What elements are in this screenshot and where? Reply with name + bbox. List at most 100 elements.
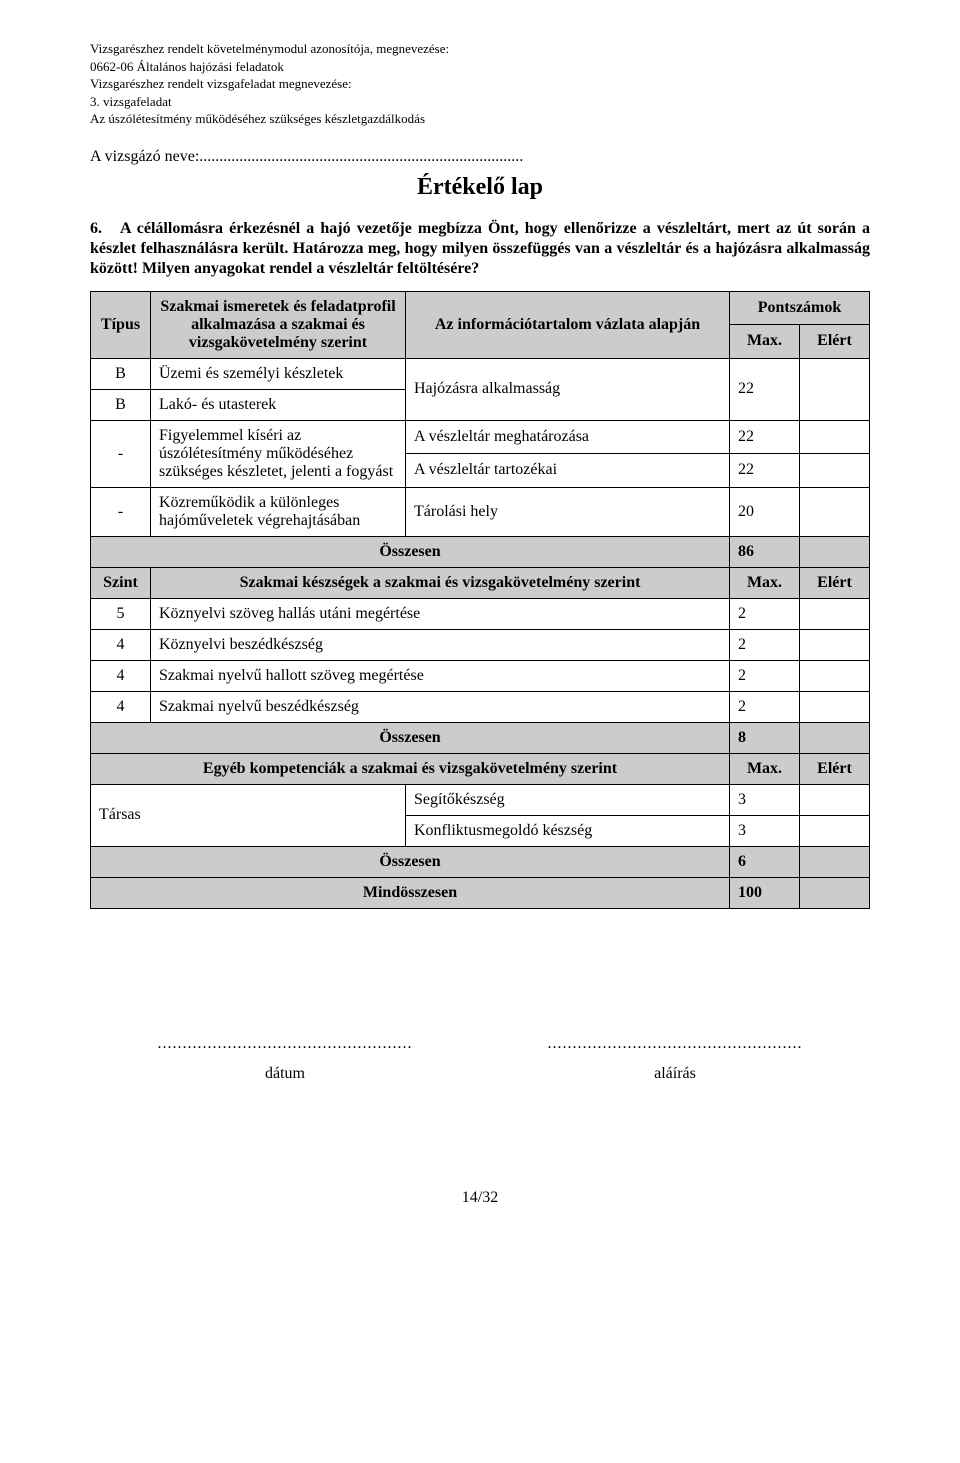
table-header-row: Típus Szakmai ismeretek és feladatprofil… [91, 291, 870, 325]
cell-elert [800, 815, 870, 846]
cell-max: 22 [730, 454, 800, 488]
cell-sum-val: 86 [730, 536, 800, 567]
cell-skill: Szakmai nyelvű hallott szöveg megértése [151, 660, 730, 691]
cell-max: 2 [730, 660, 800, 691]
header-line: 0662-06 Általános hajózási feladatok [90, 58, 870, 76]
examinee-dots: ........................................… [199, 148, 523, 165]
header-line: Vizsgarészhez rendelt vizsgafeladat megn… [90, 75, 870, 93]
examinee-line: A vizsgázó neve:........................… [90, 148, 870, 166]
cell-sum-label: Összesen [91, 536, 730, 567]
th-skill: Szakmai készségek a szakmai és vizsgaköv… [151, 567, 730, 598]
cell-type: - [91, 487, 151, 536]
th-type: Típus [91, 291, 151, 358]
cell-sum-label: Összesen [91, 846, 730, 877]
table-row: 4 Köznyelvi beszédkészség 2 [91, 629, 870, 660]
cell-info: Tárolási hely [406, 487, 730, 536]
question-block: 6.A célállomásra érkezésnél a hajó vezet… [90, 219, 870, 279]
header-line: Az úszólétesítmény működéséhez szükséges… [90, 110, 870, 128]
date-label: dátum [90, 1059, 480, 1089]
cell-elert [800, 358, 870, 420]
table-row: 4 Szakmai nyelvű beszédkészség 2 [91, 691, 870, 722]
signature-block: ........................................… [90, 1029, 870, 1089]
cell-elert [800, 660, 870, 691]
table-row: 5 Köznyelvi szöveg hallás utáni megértés… [91, 598, 870, 629]
cell-level: 5 [91, 598, 151, 629]
table-sum-row: Összesen 86 [91, 536, 870, 567]
cell-sum-val: 8 [730, 722, 800, 753]
th-max: Max. [730, 753, 800, 784]
cell-skill: Köznyelvi beszédkészség [151, 629, 730, 660]
cell-elert [800, 454, 870, 488]
cell-level: 4 [91, 691, 151, 722]
examinee-label: A vizsgázó neve: [90, 148, 199, 165]
cell-info: A vészleltár tartozékai [406, 454, 730, 488]
table-row: - Közreműködik a különleges hajóművelete… [91, 487, 870, 536]
module-header: Vizsgarészhez rendelt követelménymodul a… [90, 40, 870, 128]
table-header-row: Egyéb kompetenciák a szakmai és vizsgakö… [91, 753, 870, 784]
cell-sum-label: Összesen [91, 722, 730, 753]
question-number: 6. [90, 219, 120, 239]
cell-max: 2 [730, 629, 800, 660]
cell-elert [800, 722, 870, 753]
cell-elert [800, 846, 870, 877]
cell-elert [800, 420, 870, 454]
header-line: Vizsgarészhez rendelt követelménymodul a… [90, 40, 870, 58]
question-text: A célállomásra érkezésnél a hajó vezetőj… [90, 220, 870, 277]
sign-label: aláírás [480, 1059, 870, 1089]
table-row: - Figyelemmel kíséri az úszólétesítmény … [91, 420, 870, 454]
table-row: B Üzemi és személyi készletek Hajózásra … [91, 358, 870, 389]
table-sum-row: Összesen 8 [91, 722, 870, 753]
cell-profile: Figyelemmel kíséri az úszólétesítmény mű… [151, 420, 406, 487]
cell-type: B [91, 358, 151, 389]
cell-type: - [91, 420, 151, 487]
cell-elert [800, 877, 870, 908]
cell-max: 22 [730, 420, 800, 454]
cell-level: 4 [91, 629, 151, 660]
table-row: 4 Szakmai nyelvű hallott szöveg megértés… [91, 660, 870, 691]
cell-type: B [91, 389, 151, 420]
th-el: Elért [800, 753, 870, 784]
date-dots: ........................................… [158, 1035, 413, 1052]
header-line: 3. vizsgafeladat [90, 93, 870, 111]
cell-level: 4 [91, 660, 151, 691]
cell-max: 3 [730, 815, 800, 846]
th-szint: Szint [91, 567, 151, 598]
th-el: Elért [800, 325, 870, 359]
th-other: Egyéb kompetenciák a szakmai és vizsgakö… [91, 753, 730, 784]
page-number: 14/32 [90, 1189, 870, 1207]
th-max: Max. [730, 325, 800, 359]
cell-category: Társas [91, 784, 406, 846]
table-grand-row: Mindösszesen 100 [91, 877, 870, 908]
cell-max: 22 [730, 358, 800, 420]
cell-skill: Köznyelvi szöveg hallás utáni megértése [151, 598, 730, 629]
page-title: Értékelő lap [90, 174, 870, 201]
table-header-row: Szint Szakmai készségek a szakmai és viz… [91, 567, 870, 598]
cell-grand-val: 100 [730, 877, 800, 908]
th-info: Az információtartalom vázlata alapján [406, 291, 730, 358]
sign-dots: ........................................… [548, 1035, 803, 1052]
cell-skill: Segítőkészség [406, 784, 730, 815]
cell-skill: Konfliktusmegoldó készség [406, 815, 730, 846]
cell-max: 2 [730, 691, 800, 722]
th-max: Max. [730, 567, 800, 598]
cell-profile: Közreműködik a különleges hajóműveletek … [151, 487, 406, 536]
cell-elert [800, 598, 870, 629]
evaluation-table-1: Típus Szakmai ismeretek és feladatprofil… [90, 291, 870, 909]
th-profile: Szakmai ismeretek és feladatprofil alkal… [151, 291, 406, 358]
th-el: Elért [800, 567, 870, 598]
cell-grand-label: Mindösszesen [91, 877, 730, 908]
cell-max: 3 [730, 784, 800, 815]
table-sum-row: Összesen 6 [91, 846, 870, 877]
cell-sum-val: 6 [730, 846, 800, 877]
cell-skill: Szakmai nyelvű beszédkészség [151, 691, 730, 722]
table-row: Társas Segítőkészség 3 [91, 784, 870, 815]
th-points: Pontszámok [730, 291, 870, 325]
cell-elert [800, 691, 870, 722]
cell-elert [800, 784, 870, 815]
cell-max: 20 [730, 487, 800, 536]
cell-elert [800, 629, 870, 660]
cell-profile: Üzemi és személyi készletek [151, 358, 406, 389]
cell-elert [800, 487, 870, 536]
cell-elert [800, 536, 870, 567]
cell-info: A vészleltár meghatározása [406, 420, 730, 454]
